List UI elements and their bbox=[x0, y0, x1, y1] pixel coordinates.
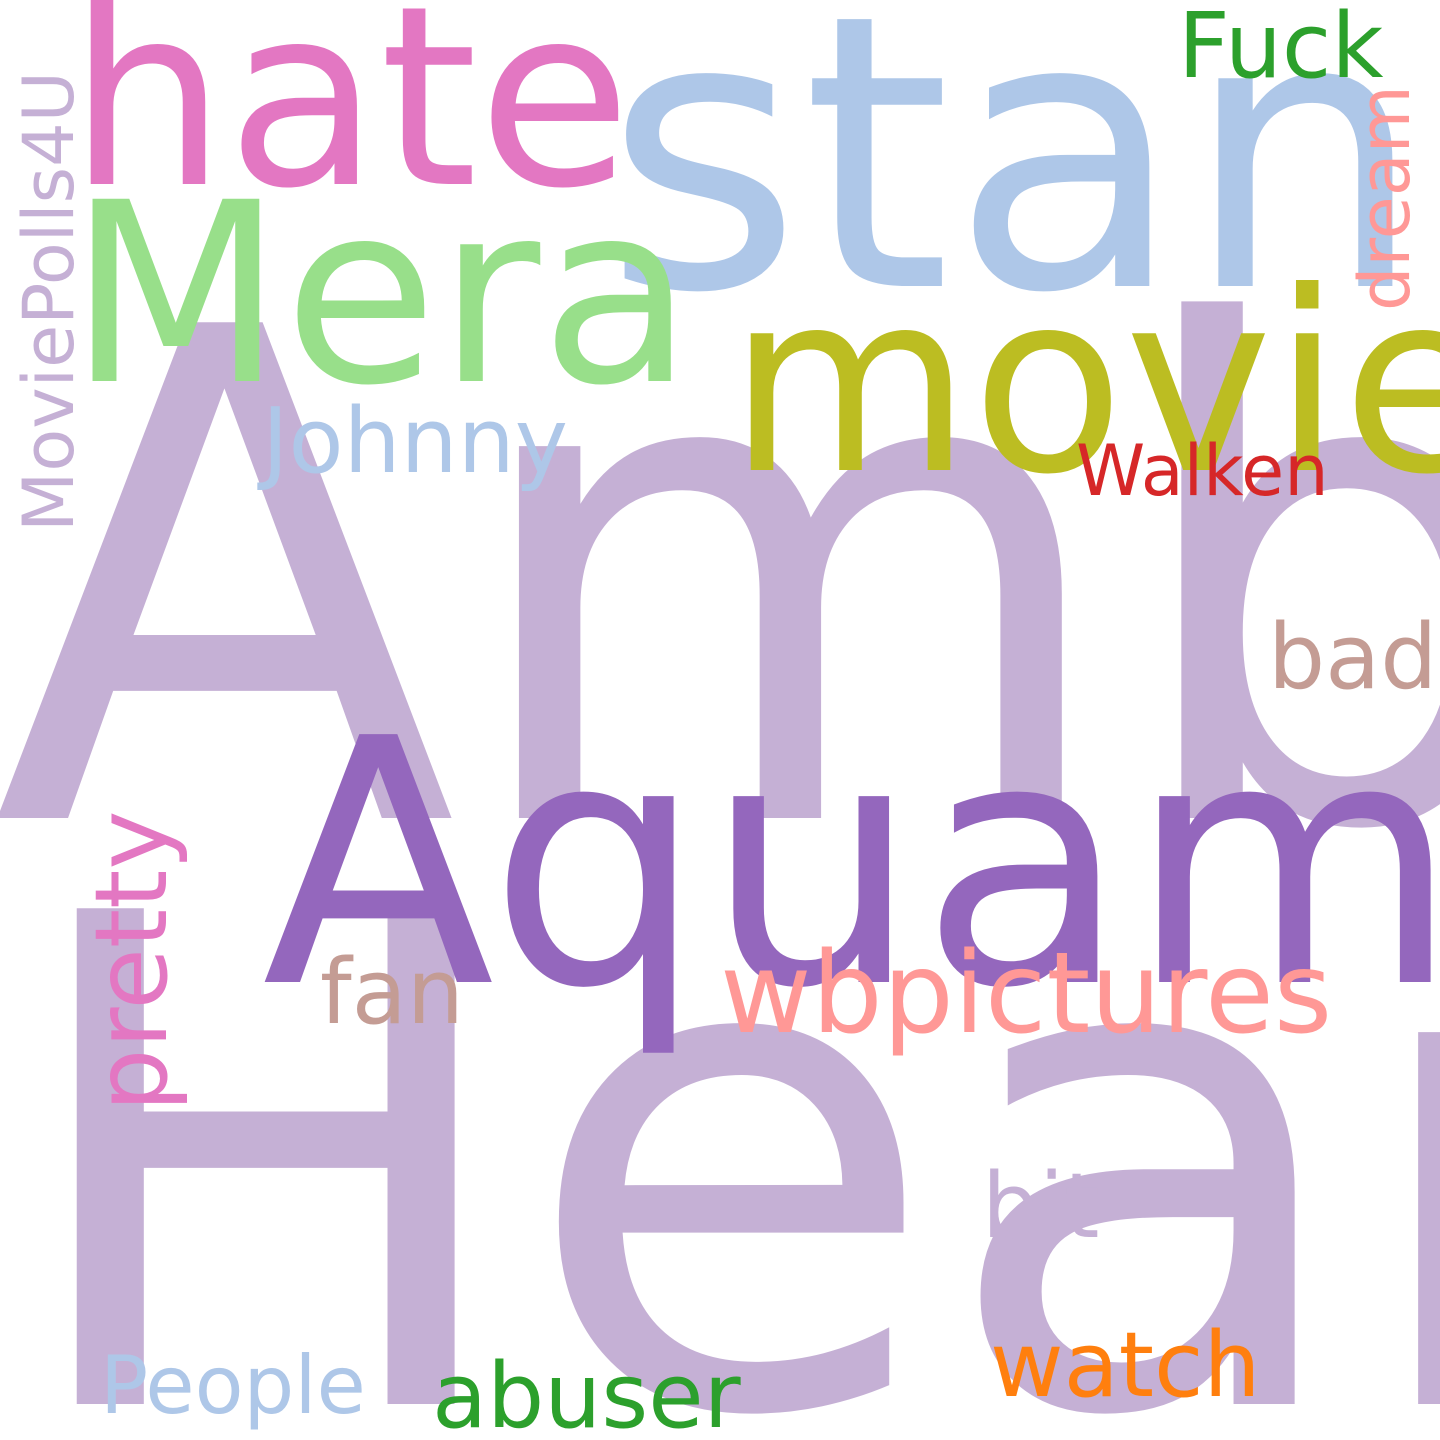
word-movie: movie bbox=[728, 238, 1440, 529]
word-bit: bit bbox=[982, 1154, 1100, 1259]
word-abuser: abuser bbox=[432, 1344, 741, 1440]
word-people: People bbox=[100, 1339, 366, 1432]
word-amber: Amber bbox=[0, 188, 1440, 979]
word-moviepolls4u: MoviePolls4U bbox=[8, 71, 90, 532]
word-walken: Walken bbox=[1076, 430, 1329, 512]
word-bad: bad bbox=[1268, 605, 1438, 710]
word-pretty: pretty bbox=[73, 810, 190, 1112]
word-johnny: Johnny bbox=[262, 389, 568, 494]
word-wbpictures: wbpictures bbox=[720, 929, 1333, 1059]
word-hate: hate bbox=[68, 0, 632, 243]
word-watch: watch bbox=[990, 1313, 1261, 1418]
word-aquaman: Aquaman bbox=[262, 667, 1440, 1063]
word-dream: dream bbox=[1344, 85, 1426, 311]
word-fuck: Fuck bbox=[1178, 0, 1384, 99]
word-mera: Mera bbox=[68, 149, 694, 440]
word-heard: Heard bbox=[10, 774, 1440, 1440]
word-stan: stan bbox=[604, 0, 1425, 376]
word-fan: fan bbox=[320, 940, 464, 1045]
